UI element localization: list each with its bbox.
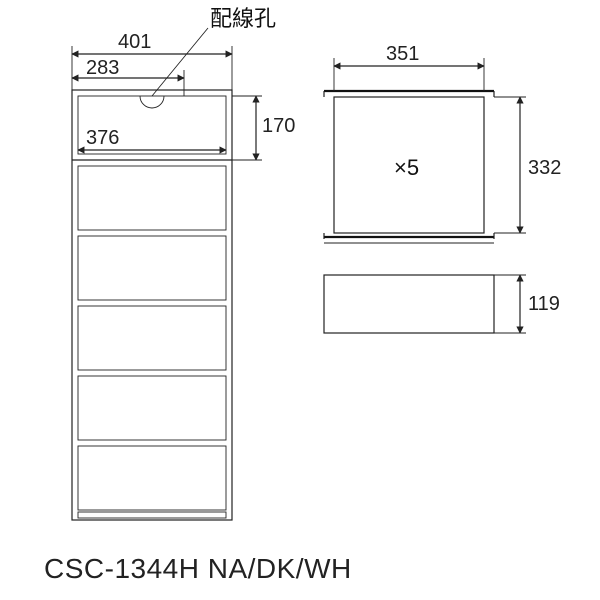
- dim-332-value: 332: [528, 157, 561, 179]
- dim-283-value: 283: [86, 57, 119, 79]
- dim-332: 332: [494, 97, 561, 233]
- dim-376-value: 376: [86, 127, 119, 149]
- dim-170: 170: [232, 96, 295, 160]
- dim-119: 119: [494, 275, 560, 333]
- model-number: CSC-1344H NA/DK/WH: [44, 553, 352, 584]
- dim-119-value: 119: [528, 293, 560, 315]
- cabinet-front-view: [72, 90, 232, 520]
- dim-376: 376: [78, 127, 226, 150]
- dim-351: 351: [334, 43, 484, 91]
- drawer-multiplier: ×5: [394, 155, 419, 180]
- wiring-hole-label: 配線孔: [210, 6, 276, 31]
- dim-351-value: 351: [386, 43, 419, 65]
- drawer-side-view: ×5: [324, 91, 494, 243]
- dim-170-value: 170: [262, 115, 295, 137]
- drawer-front-panel: [324, 275, 494, 333]
- wiring-hole-callout: 配線孔: [152, 6, 276, 96]
- dim-401-value: 401: [118, 31, 151, 53]
- drawer-fronts: [78, 166, 226, 510]
